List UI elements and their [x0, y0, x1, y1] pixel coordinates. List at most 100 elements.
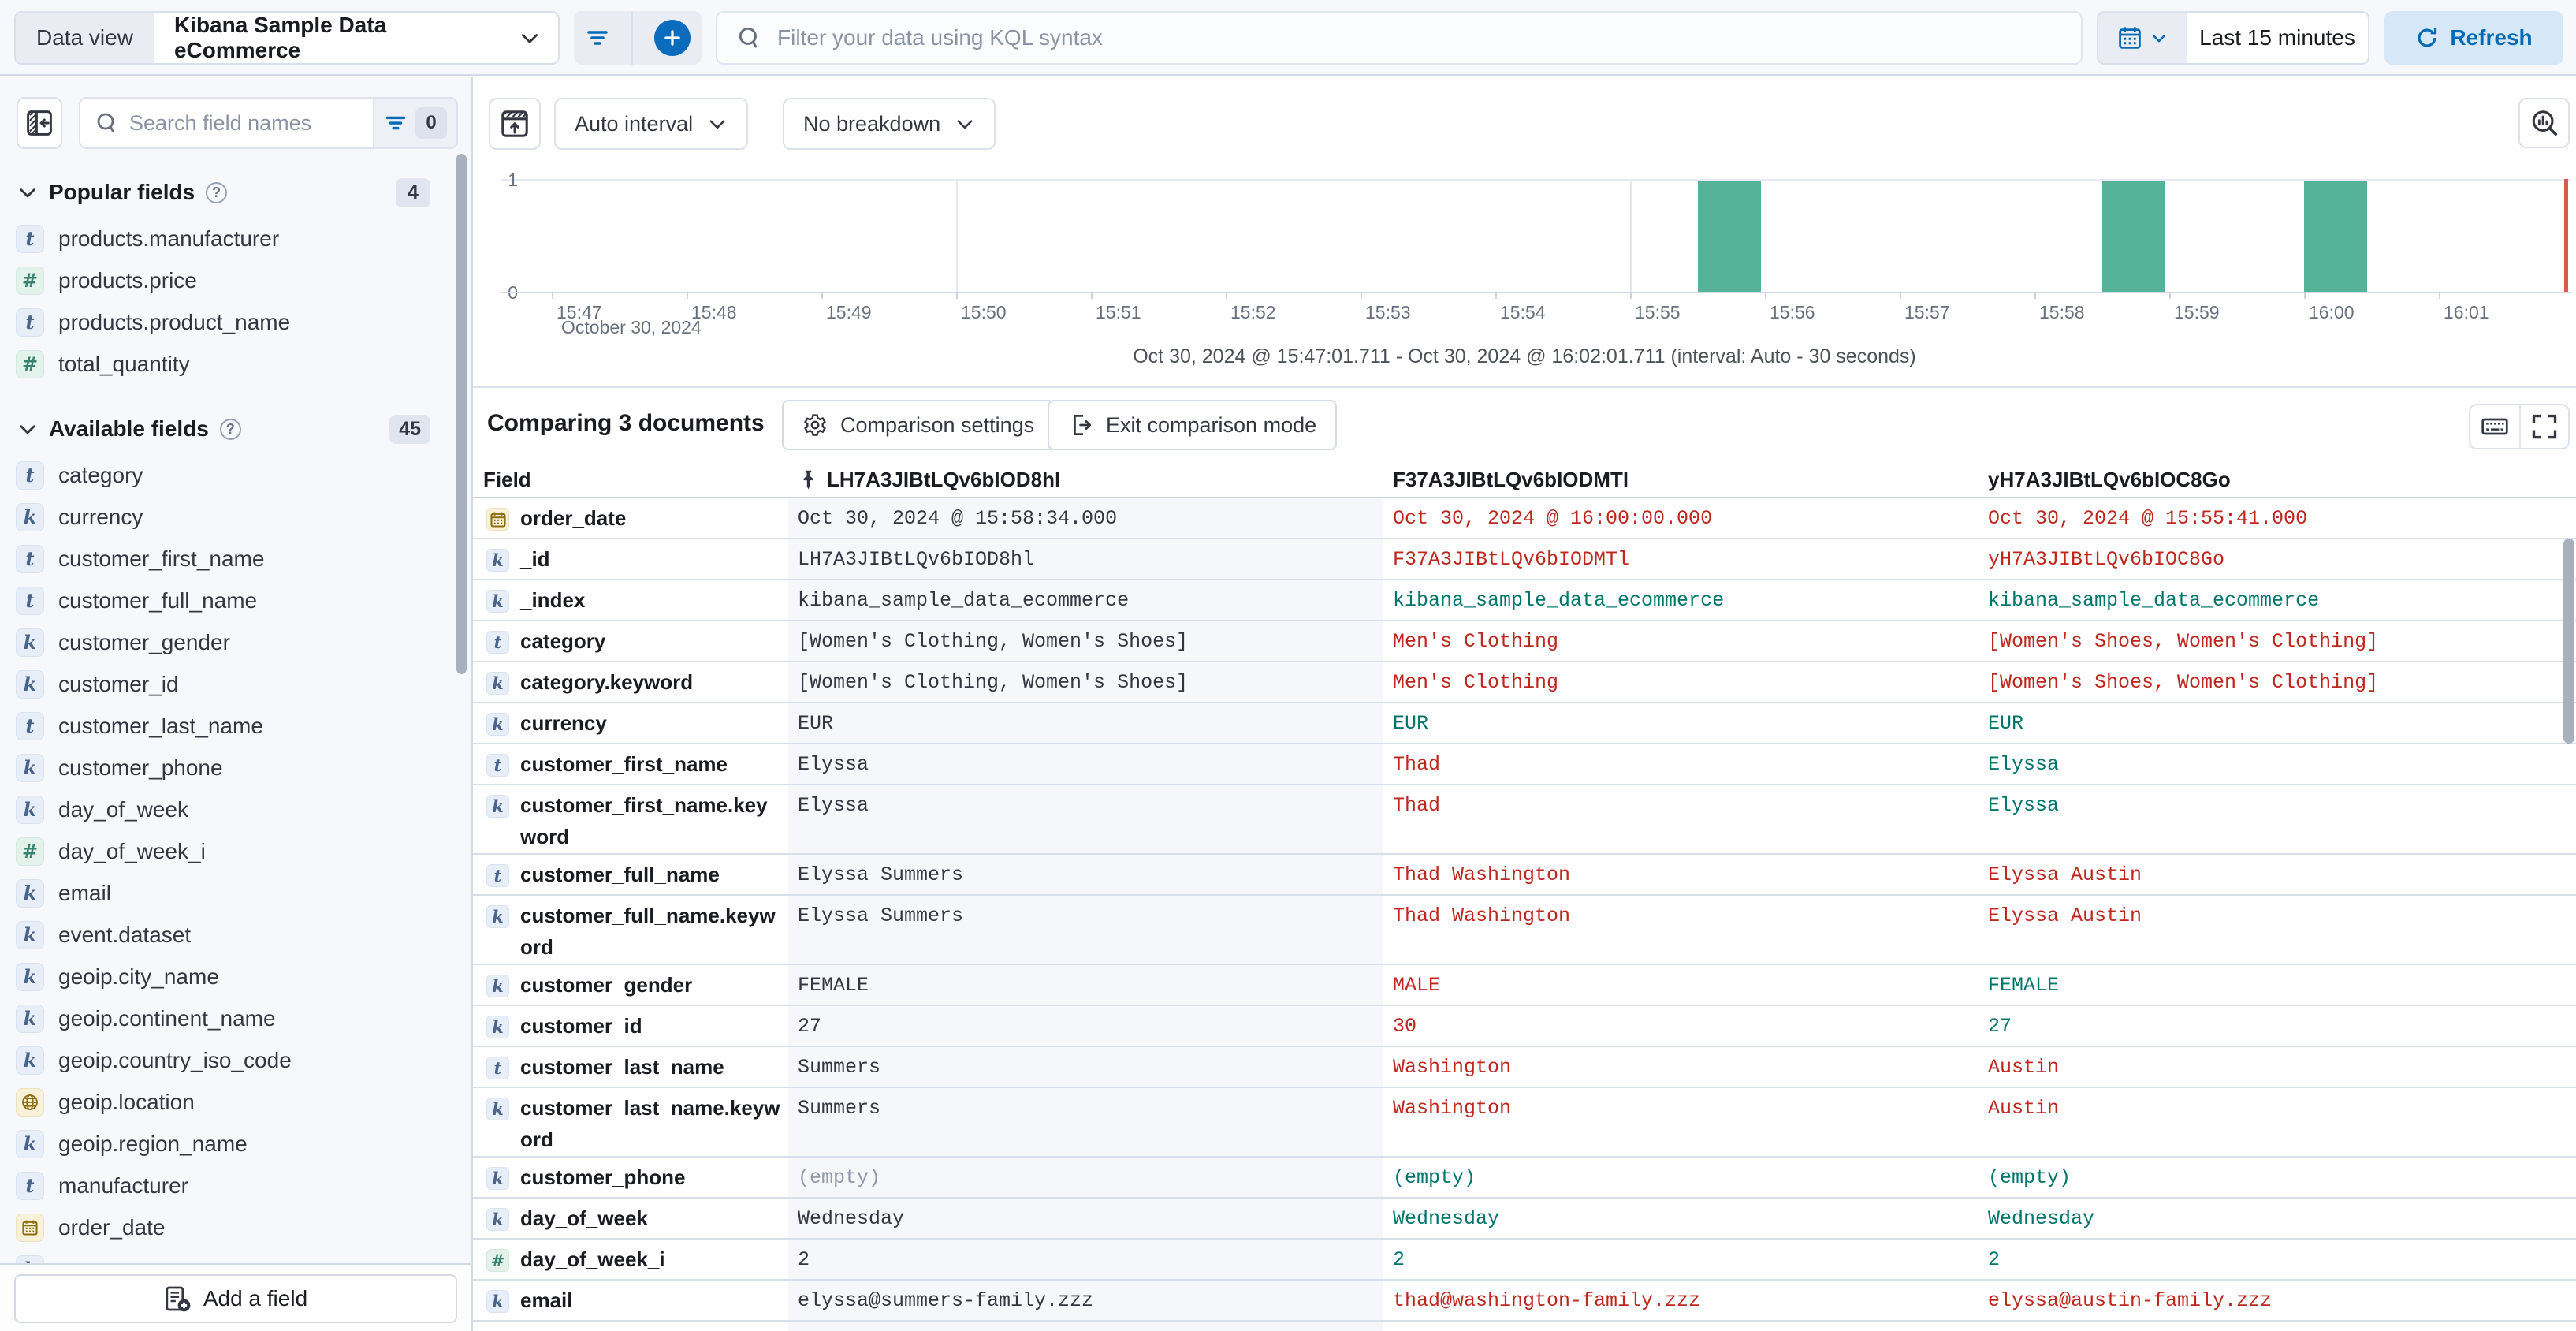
field-name-cell[interactable]: k [473, 1322, 788, 1331]
sidebar-field-item[interactable]: # total_quantity [0, 343, 462, 385]
time-range-value[interactable]: Last 15 minutes [2199, 25, 2355, 50]
sidebar-field-item[interactable]: k customer_gender [0, 621, 462, 663]
data-view-picker[interactable]: Data view Kibana Sample Data eCommerce [14, 11, 560, 65]
divider [473, 386, 2576, 388]
field-name-cell[interactable]: k category.keyword [473, 662, 788, 698]
text-field-icon: t [16, 308, 44, 337]
kql-query-input[interactable] [777, 25, 2062, 50]
hide-chart-button[interactable] [489, 98, 541, 150]
field-section-header[interactable]: Popular fields ? 4 [0, 167, 462, 218]
sidebar-field-item[interactable]: k customer_phone [0, 747, 462, 789]
field-section-header[interactable]: Available fields ? 45 [0, 404, 462, 454]
field-count-badge: 4 [396, 177, 430, 207]
field-name-cell[interactable]: k customer_phone [473, 1158, 788, 1193]
histogram-bar[interactable] [2102, 181, 2165, 292]
table-cell: Elyssa Austin [1988, 904, 2142, 927]
table-scrollbar[interactable] [2563, 539, 2574, 744]
data-view-label: Data view [16, 13, 154, 63]
sidebar-field-item[interactable]: k [0, 1248, 462, 1265]
interval-select[interactable]: Auto interval [554, 98, 749, 150]
field-name-cell[interactable]: k customer_full_name.keyword [473, 896, 788, 963]
collapse-sidebar-button[interactable] [17, 97, 62, 149]
field-search-input[interactable] [120, 110, 373, 136]
x-axis-tick-label: 15:51 [1096, 302, 1141, 322]
sidebar-field-item[interactable]: order_date [0, 1206, 462, 1248]
field-name-cell[interactable]: t category [473, 621, 788, 657]
field-name-cell[interactable]: order_date [473, 498, 788, 534]
fullscreen-button[interactable] [2519, 405, 2568, 448]
keyword-field-icon: k [16, 628, 44, 657]
refresh-button[interactable]: Refresh [2384, 11, 2563, 65]
field-name-cell[interactable]: k email [473, 1281, 788, 1316]
sidebar-field-item[interactable]: t category [0, 454, 462, 496]
help-icon: ? [219, 418, 241, 440]
document-column-header[interactable]: yH7A3JIBtLQv6bIOC8Go [1988, 468, 2231, 491]
field-filter-button[interactable]: 0 [373, 99, 456, 147]
table-cell: 30 [1393, 1015, 1417, 1038]
field-filter-count-badge: 0 [415, 107, 447, 139]
sidebar-field-item[interactable]: k geoip.region_name [0, 1123, 462, 1165]
kql-search-bar[interactable] [716, 11, 2083, 65]
exit-comparison-button[interactable]: Exit comparison mode [1048, 400, 1338, 450]
data-view-value[interactable]: Kibana Sample Data eCommerce [154, 13, 558, 63]
add-filter-icon[interactable] [585, 25, 610, 50]
table-cell: Thad [1393, 794, 1441, 817]
field-name-cell[interactable]: # day_of_week_i [473, 1240, 788, 1275]
sidebar-field-item[interactable]: k event.dataset [0, 914, 462, 956]
document-column-header[interactable]: F37A3JIBtLQv6bIODMTl [1393, 468, 1629, 491]
field-name-cell[interactable]: k day_of_week [473, 1199, 788, 1234]
table-cell: FEMALE [1988, 974, 2060, 997]
sidebar-field-item[interactable]: k geoip.continent_name [0, 997, 462, 1039]
document-column-header[interactable]: LH7A3JIBtLQv6bIOD8hl [788, 463, 1383, 497]
edit-visualization-button[interactable] [2518, 98, 2570, 148]
field-name-cell[interactable]: t customer_first_name [473, 744, 788, 780]
keyword-field-icon: k [486, 975, 509, 997]
field-name-cell[interactable]: k customer_last_name.keyword [473, 1088, 788, 1155]
table-header-row: Field LH7A3JIBtLQv6bIOD8hl F37A3JIBtLQv6b… [473, 463, 2576, 498]
field-name-cell[interactable]: t customer_full_name [473, 855, 788, 890]
sidebar-field-item[interactable]: t products.product_name [0, 301, 462, 343]
keyboard-shortcuts-button[interactable] [2470, 405, 2519, 448]
number-field-icon: # [16, 266, 44, 295]
sidebar-field-item[interactable]: geoip.location [0, 1081, 462, 1123]
table-row: t customer_full_name Elyssa Summers Thad … [473, 855, 2576, 896]
number-field-icon: # [16, 349, 44, 378]
sidebar-field-item[interactable]: t customer_first_name [0, 538, 462, 580]
breakdown-select[interactable]: No breakdown [783, 98, 996, 150]
calendar-menu-button[interactable] [2098, 13, 2187, 63]
field-column-header[interactable]: Field [483, 468, 531, 491]
sidebar-field-item[interactable]: k geoip.city_name [0, 956, 462, 997]
sidebar-field-item[interactable]: k currency [0, 496, 462, 538]
field-name-cell[interactable]: k _index [473, 580, 788, 616]
x-axis-tick-label: 15:57 [1904, 302, 1950, 322]
histogram-chart[interactable]: 1 0 15:47 15:48 15:49 15:50 15:51 15:52 … [501, 170, 2571, 322]
sidebar-field-item[interactable]: k day_of_week [0, 789, 462, 830]
sidebar-field-item[interactable]: t manufacturer [0, 1165, 462, 1206]
table-cell: EUR [1988, 712, 2024, 735]
text-field-icon: t [16, 1171, 44, 1200]
field-name-cell[interactable]: k customer_id [473, 1006, 788, 1042]
sidebar-field-item[interactable]: k geoip.country_iso_code [0, 1039, 462, 1081]
histogram-bar[interactable] [2304, 181, 2367, 292]
field-name-cell[interactable]: k currency [473, 703, 788, 739]
sidebar-field-item[interactable]: # day_of_week_i [0, 830, 462, 872]
table-row: k [473, 1322, 2576, 1331]
add-filter-plus-button[interactable] [654, 20, 691, 56]
field-name-cell[interactable]: k customer_first_name.keyword [473, 785, 788, 852]
sidebar-field-item[interactable]: k email [0, 872, 462, 914]
table-cell: [Women's Clothing, Women's Shoes] [798, 630, 1189, 653]
sidebar-field-item[interactable]: k customer_id [0, 663, 462, 705]
sidebar-scrollbar[interactable] [456, 154, 467, 674]
sidebar-field-item[interactable]: t customer_last_name [0, 705, 462, 747]
sidebar-field-item[interactable]: t products.manufacturer [0, 218, 462, 259]
add-field-button[interactable]: Add a field [14, 1274, 457, 1323]
field-name-cell[interactable]: k customer_gender [473, 965, 788, 1001]
axis-tick [552, 292, 553, 299]
sidebar-field-item[interactable]: # products.price [0, 259, 462, 301]
sidebar-field-item[interactable]: t customer_full_name [0, 580, 462, 621]
table-cell: EUR [1393, 712, 1429, 735]
comparison-settings-button[interactable]: Comparison settings [782, 400, 1055, 450]
histogram-bar[interactable] [1698, 181, 1761, 292]
field-name-cell[interactable]: t customer_last_name [473, 1047, 788, 1083]
field-name-cell[interactable]: k _id [473, 539, 788, 575]
